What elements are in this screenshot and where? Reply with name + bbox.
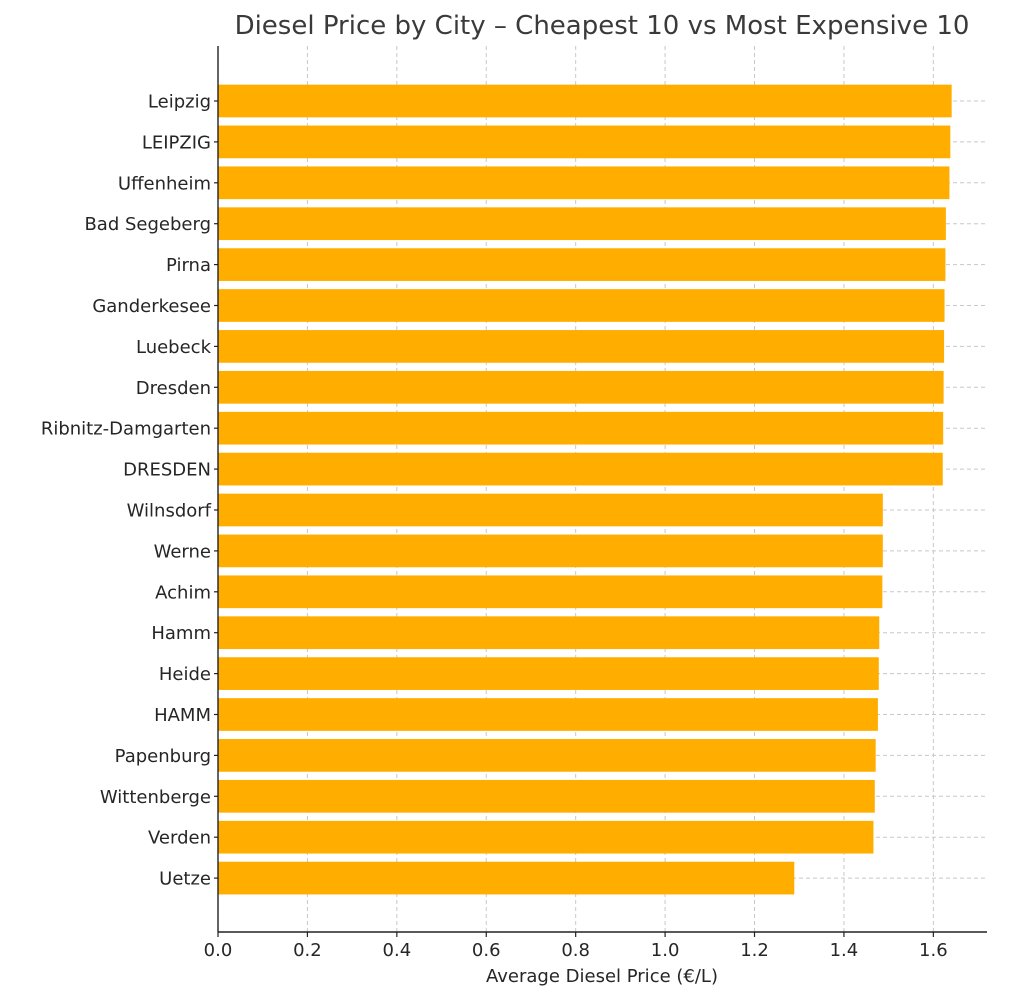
bar-uetze bbox=[218, 861, 795, 895]
bar-werne bbox=[218, 534, 883, 568]
x-tick-label: 1.2 bbox=[740, 940, 769, 961]
x-tick-label: 0.2 bbox=[293, 940, 322, 961]
y-tick-label: Ganderkesee bbox=[92, 296, 211, 317]
bar-luebeck bbox=[218, 330, 945, 363]
bar-leipzig bbox=[218, 125, 951, 159]
x-tick-label: 0.0 bbox=[204, 940, 233, 961]
y-tick-label: Uetze bbox=[159, 869, 211, 890]
bar-wilnsdorf bbox=[218, 493, 883, 527]
bar-dresden bbox=[218, 452, 943, 486]
y-tick-label: Werne bbox=[154, 541, 211, 562]
bar-papenburg bbox=[218, 739, 876, 772]
bar-verden bbox=[218, 820, 874, 854]
y-tick-label: Heide bbox=[159, 664, 211, 685]
x-axis-label: Average Diesel Price (€/L) bbox=[486, 966, 718, 987]
y-tick-label: Pirna bbox=[166, 255, 211, 276]
bar-leipzig bbox=[218, 84, 952, 118]
x-tick-label: 1.6 bbox=[919, 940, 948, 961]
y-tick-label: Luebeck bbox=[136, 337, 212, 358]
y-tick-label: Hamm bbox=[151, 623, 211, 644]
y-tick-label: Leipzig bbox=[148, 92, 211, 113]
chart-title: Diesel Price by City – Cheapest 10 vs Mo… bbox=[235, 11, 970, 41]
y-tick-label: Wilnsdorf bbox=[127, 501, 212, 522]
bar-heide bbox=[218, 657, 879, 690]
y-tick-label: Verden bbox=[148, 828, 211, 849]
y-tick-label: Wittenberge bbox=[100, 787, 211, 808]
y-tick-label: Bad Segeberg bbox=[84, 214, 211, 235]
y-tick-label: Ribnitz-Damgarten bbox=[41, 419, 211, 440]
x-tick-label: 1.0 bbox=[651, 940, 680, 961]
y-tick-label: HAMM bbox=[154, 705, 211, 726]
y-tick-label: DRESDEN bbox=[123, 460, 211, 481]
bar-dresden bbox=[218, 370, 944, 404]
bar-wittenberge bbox=[218, 779, 875, 813]
y-tick-label: LEIPZIG bbox=[142, 132, 211, 153]
bar-layer bbox=[218, 84, 952, 895]
bar-uffenheim bbox=[218, 166, 950, 200]
bar-achim bbox=[218, 575, 883, 609]
bar-ganderkesee bbox=[218, 289, 945, 322]
bar-ribnitz-damgarten bbox=[218, 411, 944, 445]
y-tick-label: Uffenheim bbox=[118, 173, 211, 194]
y-tick-label: Dresden bbox=[136, 378, 211, 399]
bar-hamm bbox=[218, 616, 880, 650]
y-tick-label: Achim bbox=[155, 582, 211, 603]
x-tick-label: 0.6 bbox=[472, 940, 501, 961]
label-layer: Leipzig LEIPZIG Uffenheim Bad Segeberg Pirna… bbox=[41, 92, 948, 962]
y-tick-label: Papenburg bbox=[115, 746, 211, 767]
x-tick-label: 0.4 bbox=[383, 940, 412, 961]
axis-layer bbox=[214, 46, 987, 937]
x-tick-label: 0.8 bbox=[561, 940, 590, 961]
bar-hamm bbox=[218, 698, 878, 731]
bar-pirna bbox=[218, 248, 946, 281]
x-tick-label: 1.4 bbox=[830, 940, 859, 961]
bar-bad-segeberg bbox=[218, 207, 946, 241]
